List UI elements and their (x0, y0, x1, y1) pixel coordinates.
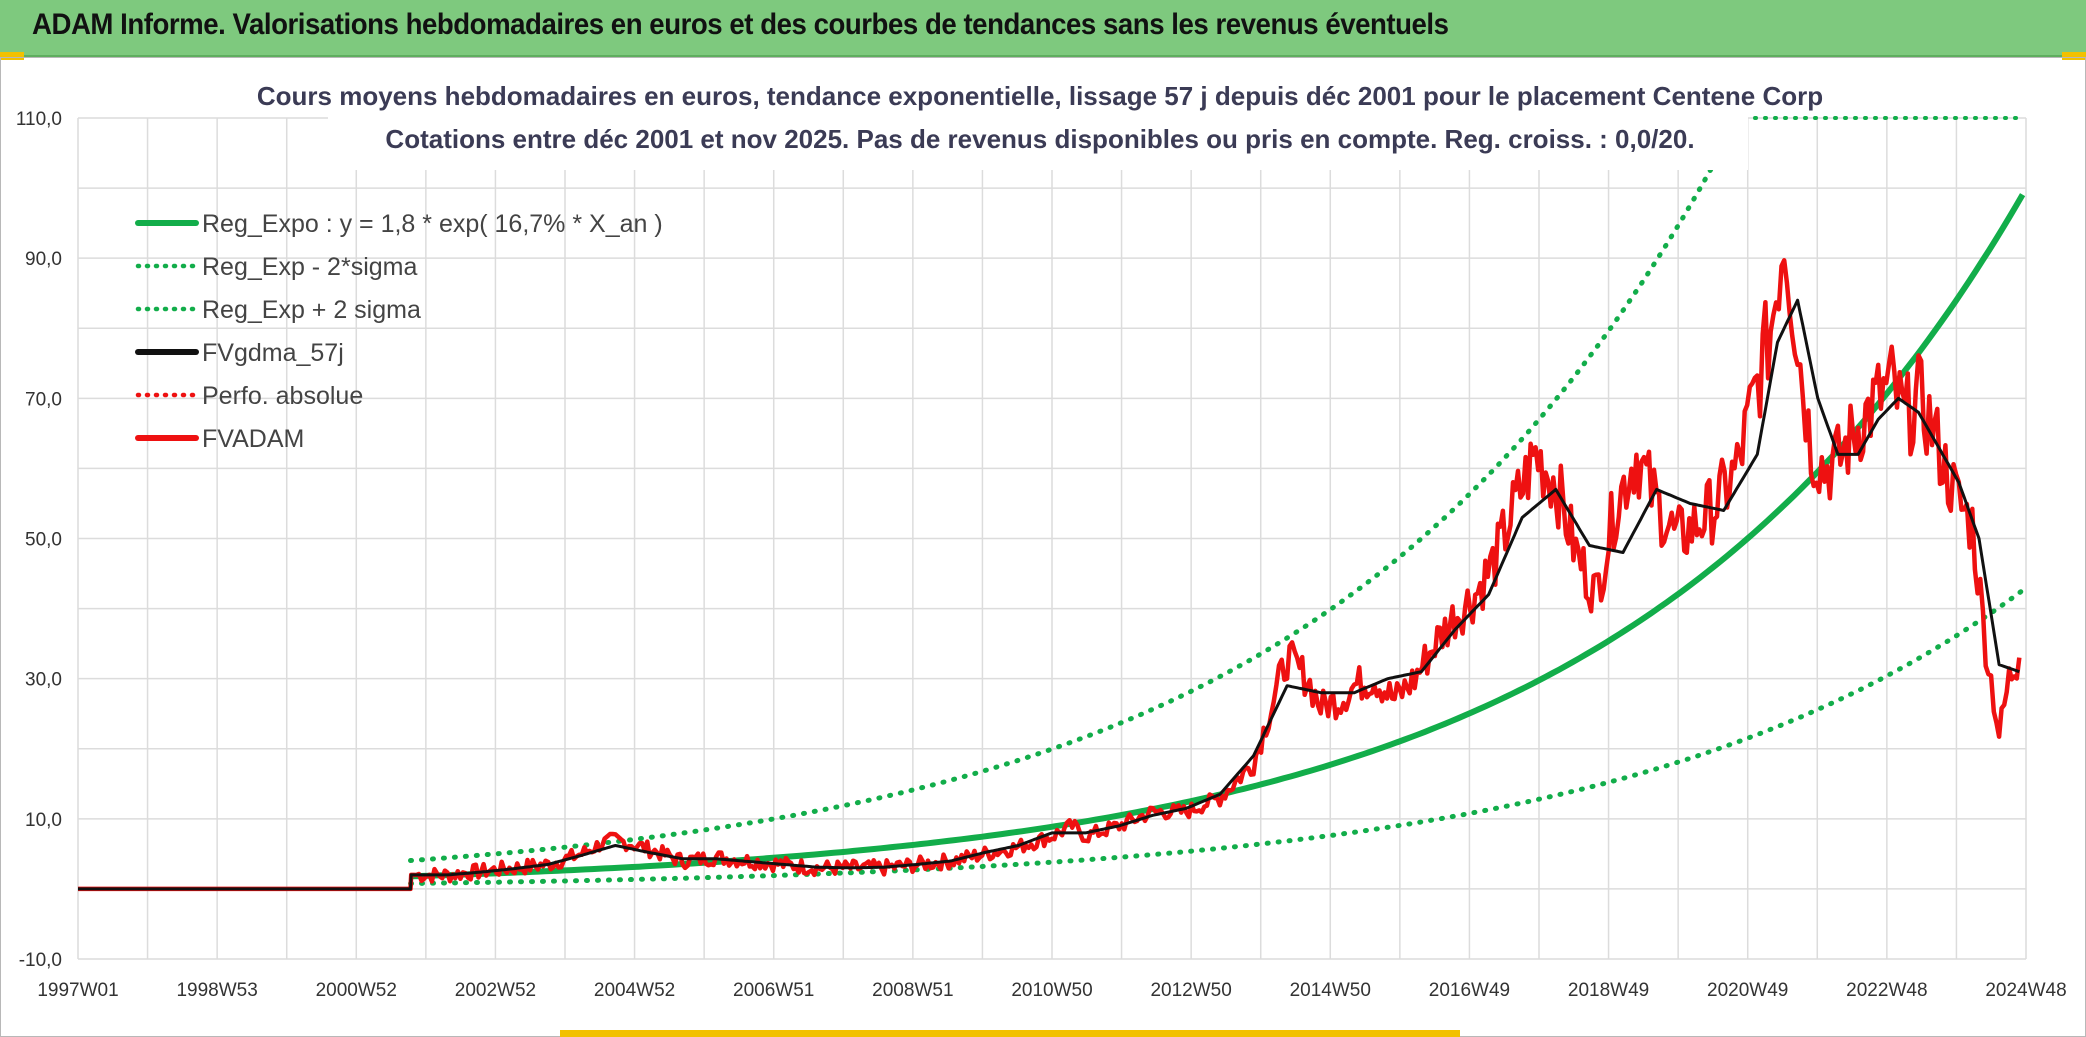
x-tick-label: 2022W48 (1846, 980, 1927, 1001)
x-tick-label: 2002W52 (455, 980, 536, 1001)
x-tick-label: 2008W51 (872, 980, 953, 1001)
x-tick-label: 1997W01 (37, 980, 118, 1001)
corner-accent-left (0, 52, 24, 60)
x-tick-label: 2014W50 (1290, 980, 1371, 1001)
x-tick-label: 2006W51 (733, 980, 814, 1001)
axes: -10,0 10,0 30,0 50,0 70,0 90,0 110,0 1997W01 199… (16, 109, 2067, 1001)
report-title: ADAM Informe. Valorisations hebdomadaire… (32, 8, 1449, 41)
chart-title-line-1: Cours moyens hebdomadaires en euros, ten… (257, 81, 1823, 111)
x-tick-label: 2018W49 (1568, 980, 1649, 1001)
header-bar: ADAM Informe. Valorisations hebdomadaire… (0, 0, 2086, 57)
price-chart: -10,0 10,0 30,0 50,0 70,0 90,0 110,0 1997W01 199… (16, 60, 2067, 1001)
x-tick-label: 2004W52 (594, 980, 675, 1001)
legend-label: Reg_Exp - 2*sigma (202, 253, 417, 281)
corner-accent-right (2062, 52, 2086, 60)
y-tick-label: 70,0 (25, 389, 62, 410)
legend: Reg_Expo : y = 1,8 * exp( 16,7% * X_an )… (135, 210, 663, 453)
x-tick-label: 2010W50 (1011, 980, 1092, 1001)
y-tick-label: 50,0 (25, 530, 62, 551)
x-tick-label: 2024W48 (1985, 980, 2066, 1001)
y-tick-label: 90,0 (25, 249, 62, 270)
legend-label: Reg_Expo : y = 1,8 * exp( 16,7% * X_an ) (202, 210, 663, 238)
legend-label: FVgdma_57j (202, 339, 344, 367)
series-fvadam (78, 258, 2022, 892)
y-tick-label: 110,0 (16, 109, 62, 130)
title-backdrop (328, 60, 1748, 170)
x-tick-label: 1998W53 (176, 980, 257, 1001)
series-fvgdma-57j (78, 298, 2020, 891)
x-tick-label: 2000W52 (316, 980, 397, 1001)
legend-label: FVADAM (202, 425, 304, 453)
y-tick-label: -10,0 (19, 950, 62, 971)
legend-label: Reg_Exp + 2 sigma (202, 296, 421, 324)
chart-title-line-2: Cotations entre déc 2001 et nov 2025. Pa… (385, 124, 1694, 154)
legend-label: Perfo. absolue (202, 382, 363, 410)
x-tick-label: 2016W49 (1429, 980, 1510, 1001)
bottom-accent-strip (560, 1030, 1460, 1037)
y-tick-label: 10,0 (25, 810, 62, 831)
series-lines (78, 115, 2026, 892)
y-tick-label: 30,0 (25, 670, 62, 691)
series-reg-exp-plus-2sigma (408, 115, 1743, 863)
x-tick-label: 2012W50 (1150, 980, 1231, 1001)
x-tick-label: 2020W49 (1707, 980, 1788, 1001)
